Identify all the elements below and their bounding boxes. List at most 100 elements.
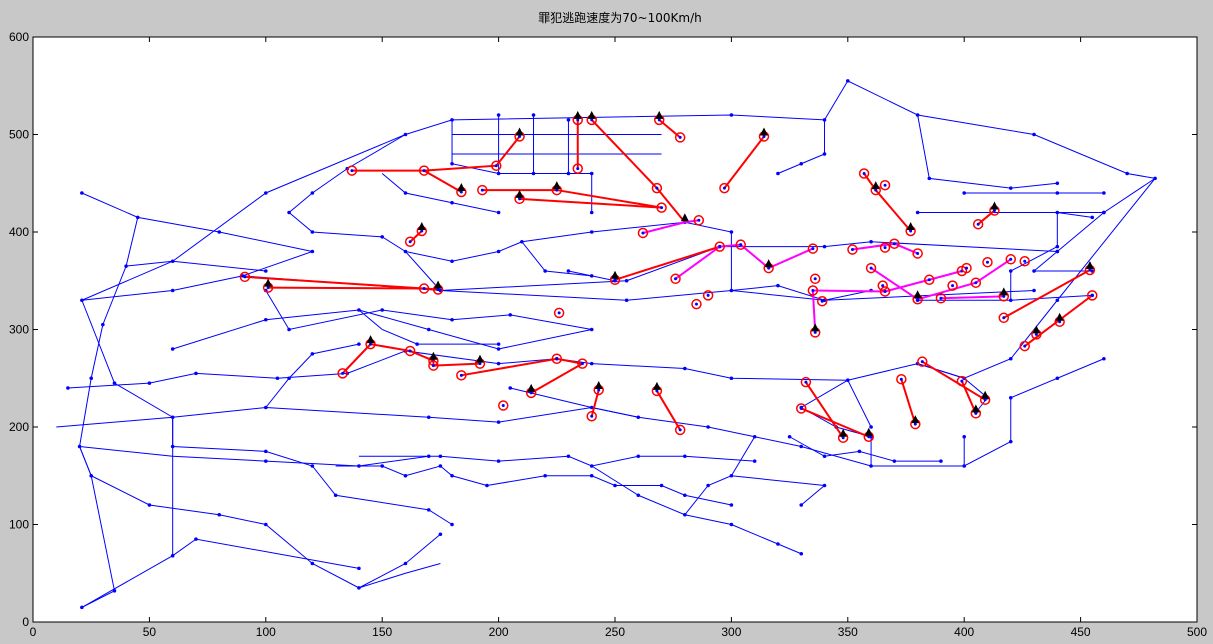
network-node xyxy=(1102,356,1106,361)
network-node xyxy=(426,454,431,459)
network-road xyxy=(510,387,1012,467)
network-node xyxy=(566,171,571,176)
checkpoint-dot xyxy=(369,342,373,346)
network-node xyxy=(112,589,117,593)
network-node xyxy=(822,483,827,488)
escape-route xyxy=(800,407,870,438)
direction-arrow xyxy=(999,287,1008,296)
checkpoint-dot xyxy=(697,218,701,222)
network-node xyxy=(624,278,629,283)
network-node xyxy=(1055,181,1060,186)
network-node xyxy=(357,566,361,571)
chart-title: 罪犯逃跑速度为70~100Km/h xyxy=(538,10,701,25)
escape-route xyxy=(977,209,996,225)
checkpoint-dot xyxy=(916,297,920,301)
checkpoint-marker xyxy=(239,271,251,283)
checkpoint-marker xyxy=(998,312,1010,324)
network-node xyxy=(170,347,175,351)
checkpoint-dot xyxy=(960,379,964,383)
network-node xyxy=(1008,186,1013,190)
checkpoint-marker xyxy=(1086,290,1098,301)
checkpoint-dot xyxy=(555,357,559,361)
checkpoint-marker xyxy=(809,273,821,285)
escape-route xyxy=(900,378,917,425)
network-node xyxy=(869,434,873,439)
network-node xyxy=(636,454,641,459)
network-node xyxy=(264,459,268,463)
checkpoint-marker xyxy=(346,165,358,176)
network-node xyxy=(589,171,594,176)
checkpoint-marker xyxy=(553,307,565,319)
checkpoint-marker xyxy=(674,424,686,436)
checkpoint-dot xyxy=(1058,320,1062,324)
x-tick-label: 200 xyxy=(489,625,509,639)
network-node xyxy=(1125,171,1129,176)
checkpoint-dot xyxy=(655,186,659,190)
network-node xyxy=(683,366,687,371)
checkpoint-marker xyxy=(795,403,807,414)
checkpoint-dot xyxy=(881,284,885,288)
network-node xyxy=(729,376,734,381)
network-node xyxy=(776,542,780,546)
network-node xyxy=(752,459,757,463)
network-node xyxy=(846,79,850,83)
checkpoint-marker xyxy=(491,160,502,171)
network-node xyxy=(426,327,431,332)
network-node xyxy=(124,264,128,268)
checkpoint-dot xyxy=(641,231,645,235)
checkpoint-marker xyxy=(337,368,348,379)
checkpoint-dot xyxy=(678,135,682,139)
checkpoint-marker xyxy=(982,256,993,268)
network-node xyxy=(333,493,338,498)
checkpoint-marker xyxy=(896,373,907,385)
direction-arrow xyxy=(655,110,664,119)
network-node xyxy=(310,230,315,234)
checkpoint-dot xyxy=(869,266,873,270)
checkpoint-dot xyxy=(739,243,743,247)
network-node xyxy=(706,483,710,488)
checkpoint-marker xyxy=(879,286,891,297)
network-node xyxy=(77,444,82,449)
network-node xyxy=(450,200,454,205)
network-node xyxy=(799,444,804,449)
network-node xyxy=(729,113,734,117)
checkpoint-marker xyxy=(637,227,649,239)
checkpoint-marker xyxy=(691,298,702,310)
network-node xyxy=(287,376,291,381)
network-node xyxy=(508,313,513,317)
checkpoint-dot xyxy=(529,391,533,395)
x-tick-label: 0 xyxy=(30,625,37,639)
checkpoint-dot xyxy=(804,380,808,384)
patrol-route xyxy=(940,295,1004,300)
x-tick-label: 150 xyxy=(372,625,392,639)
x-tick-label: 400 xyxy=(954,625,974,639)
checkpoint-dot xyxy=(951,284,955,288)
direction-arrow xyxy=(990,201,999,210)
checkpoint-dot xyxy=(480,188,484,192)
checkpoint-dot xyxy=(436,288,440,292)
network-node xyxy=(636,415,641,420)
direction-arrow xyxy=(417,222,426,231)
checkpoint-marker xyxy=(693,215,705,226)
escape-route xyxy=(409,230,423,243)
checkpoint-dot xyxy=(927,278,931,282)
network-node xyxy=(787,434,792,439)
network-node xyxy=(485,483,489,488)
network-node xyxy=(66,386,70,390)
network-node xyxy=(80,298,84,303)
checkpoint-marker xyxy=(428,360,439,371)
checkpoint-dot xyxy=(913,422,917,426)
network-road xyxy=(800,379,872,438)
checkpoint-marker xyxy=(807,285,819,296)
network-node xyxy=(264,522,268,527)
checkpoint-marker xyxy=(807,243,819,254)
network-road xyxy=(81,538,360,608)
network-node xyxy=(380,464,385,468)
network-node xyxy=(310,561,315,566)
network-road xyxy=(381,173,499,213)
checkpoint-marker xyxy=(674,132,686,143)
network-node xyxy=(1102,191,1106,195)
checkpoint-dot xyxy=(811,247,815,251)
direction-arrow xyxy=(871,181,880,190)
network-road xyxy=(591,465,802,555)
